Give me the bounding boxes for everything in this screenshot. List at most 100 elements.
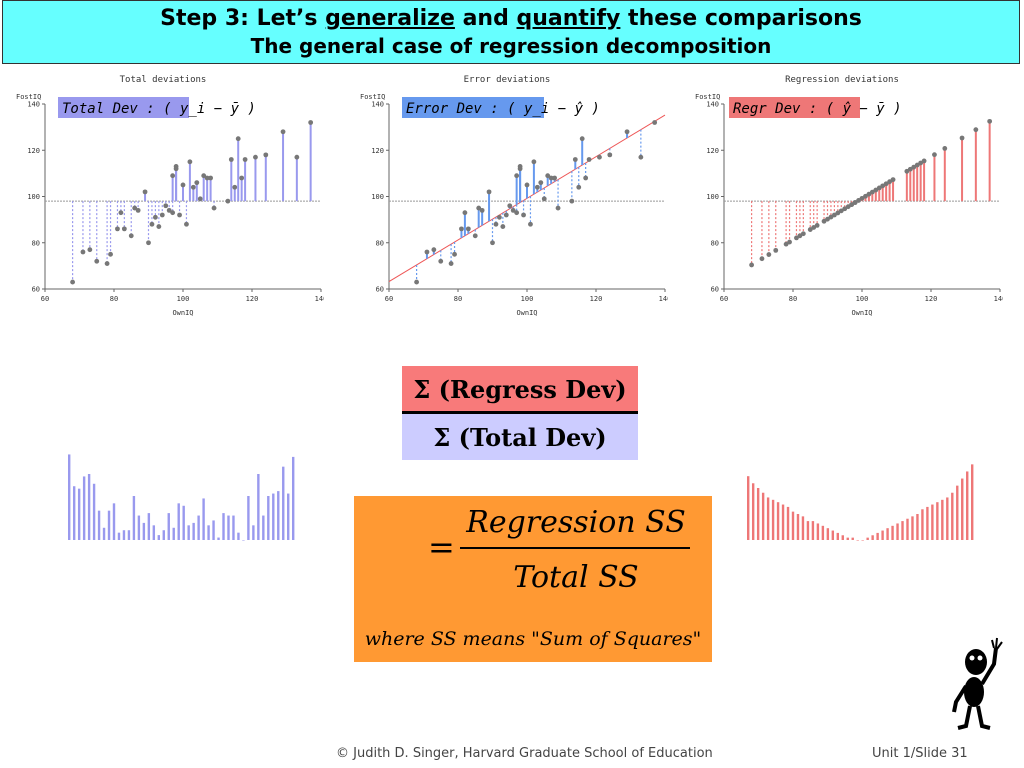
data-point [880, 183, 886, 189]
deviation-bar [756, 488, 760, 540]
data-point [579, 136, 585, 142]
data-point [493, 221, 499, 227]
data-point [263, 152, 269, 158]
deviation-bar [102, 527, 106, 540]
deviation-bar [871, 535, 874, 540]
data-point [497, 214, 502, 220]
deviation-bar [876, 532, 879, 540]
deviation-bar [87, 474, 91, 540]
y-axis-label: FostIQ [360, 93, 385, 101]
deviation-bar [811, 521, 815, 540]
data-point [597, 154, 602, 160]
x-tick-label: 100 [521, 295, 534, 303]
deviation-bar [796, 514, 800, 540]
equals-sign: = [428, 528, 455, 566]
data-point [835, 210, 841, 216]
data-point [239, 175, 245, 181]
deviation-bar [212, 520, 215, 540]
data-point [294, 154, 300, 160]
chart-title: Total deviations [120, 75, 207, 85]
deviation-bar [292, 456, 295, 540]
data-point [832, 212, 837, 218]
x-tick-label: 60 [41, 295, 49, 303]
data-point [253, 154, 258, 160]
deviation-bar [911, 516, 914, 540]
deviation-bar [841, 535, 844, 540]
deviation-bar [781, 504, 785, 540]
data-point [569, 198, 575, 204]
deviation-bar [287, 493, 290, 540]
deviation-bar [971, 464, 974, 540]
data-point [472, 233, 478, 239]
data-point [766, 252, 772, 257]
x-tick-label: 120 [590, 295, 603, 303]
error-deviations-chart: Error deviations FostIQ OwnIQ 60 80 100 120 140… [360, 75, 668, 317]
data-point [783, 241, 789, 247]
deviation-bar [946, 497, 949, 540]
label-background [58, 97, 189, 118]
deviation-bar [966, 471, 969, 540]
deviation-bar [931, 504, 934, 540]
data-point [887, 179, 892, 185]
label-text: Error Dev : ( y_i − ŷ ) [406, 101, 600, 117]
deviation-bar [826, 528, 830, 540]
formula-denominator: Total SS [513, 560, 639, 595]
data-point [942, 146, 948, 151]
chart-title: Regression deviations [785, 75, 899, 85]
data-point [797, 233, 803, 239]
deviation-bar [921, 509, 924, 540]
data-point [486, 189, 492, 195]
deviation-bar [267, 496, 270, 540]
deviation-bar [816, 523, 820, 540]
deviation-bar [277, 491, 280, 540]
deviation-bar [222, 513, 225, 540]
data-point [228, 157, 234, 162]
data-point [232, 184, 238, 190]
deviation-bar [257, 474, 260, 540]
deviation-bar [866, 537, 869, 540]
formula-fraction-line [460, 547, 690, 549]
deviation-bar [172, 527, 175, 540]
x-axis-label: OwnIQ [172, 309, 193, 317]
data-point [235, 136, 241, 142]
label-text: Total Dev : ( y_i − ȳ ) [62, 101, 256, 117]
data-point [479, 207, 485, 213]
deviation-bar [751, 483, 755, 540]
data-point [280, 129, 286, 135]
deviation-bar [242, 540, 245, 541]
deviation-bar [182, 505, 185, 540]
data-point [548, 175, 554, 181]
data-point [476, 205, 482, 211]
footer-copyright: © Judith D. Singer, Harvard Graduate Sch… [336, 746, 713, 761]
title-part: and [454, 6, 517, 31]
x-tick-label: 80 [110, 295, 118, 303]
data-point [170, 210, 176, 216]
deviation-bar [806, 521, 810, 540]
x-axis-label: OwnIQ [516, 309, 537, 317]
deviation-formula-label: Error Dev : ( y_i − ŷ ) [402, 97, 600, 118]
deviation-bar [776, 502, 780, 540]
data-point [852, 200, 858, 205]
y-tick-label: 120 [371, 147, 384, 155]
deviation-bar [77, 488, 81, 540]
data-point [552, 175, 557, 181]
deviation-bar [68, 454, 71, 540]
data-point [538, 180, 544, 186]
deviation-bar [197, 515, 200, 540]
data-point [825, 216, 830, 222]
data-point [921, 158, 927, 164]
data-point [149, 221, 155, 227]
deviation-bar [97, 510, 101, 540]
total-deviation-bars [68, 454, 295, 541]
data-point [856, 198, 861, 203]
deviation-bar [187, 525, 190, 540]
data-point [534, 184, 540, 190]
data-point [883, 181, 889, 187]
deviation-formula-label: Regr Dev : ( ŷ − ȳ ) [729, 97, 902, 118]
x-tick-label: 60 [720, 295, 728, 303]
x-tick-label: 140 [994, 295, 1003, 303]
regression-deviations-chart: Regression deviations FostIQ OwnIQ 60 80 100 1… [695, 75, 1003, 317]
deviation-bar [906, 518, 909, 540]
data-point [524, 182, 530, 188]
y-tick-label: 100 [371, 193, 384, 201]
